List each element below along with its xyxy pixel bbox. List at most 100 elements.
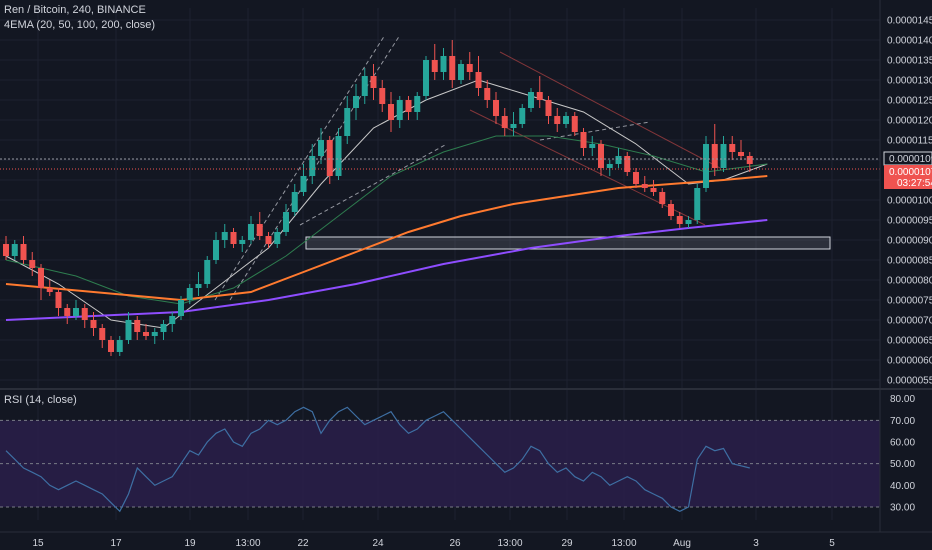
candle-body [685,220,692,224]
candle-body [484,88,491,100]
candle [116,336,123,356]
candle [685,216,692,228]
candle-body [388,104,394,120]
candle-body [641,184,648,188]
candle [108,336,114,356]
time-tick-label: 24 [372,538,384,549]
candle [405,96,412,120]
candle [274,228,281,248]
candle [545,96,552,124]
rsi-tick-label: 40.00 [890,481,915,492]
candle-body [554,116,561,124]
price-tick-label: 0.00000550 [887,376,932,387]
candle-body [370,76,377,88]
candle-body [143,332,149,336]
candle [239,236,246,252]
candle [204,256,211,288]
price-badge-last-text: 0.00001074 [889,167,932,178]
candle-body [475,72,482,88]
time-tick-label: 13:00 [611,538,636,549]
rsi-line [5,406,750,513]
candle-body [528,92,534,108]
ema-line-ema20 [5,79,768,329]
candle-body [274,232,281,244]
candle-body [283,212,289,232]
candle-body [160,324,167,332]
candle [738,140,744,160]
candle-body [563,116,569,124]
time-tick-label: Aug [673,538,691,549]
candle [73,300,79,320]
candle-body [81,308,88,320]
candle [388,92,394,132]
candle [178,296,184,320]
rsi-tick-label: 30.00 [890,503,915,514]
candle [729,136,736,160]
candle-body [46,288,53,292]
indicator-legend: 4EMA (20, 50, 100, 200, close) [4,19,156,31]
candle [606,160,613,176]
candle [361,68,368,104]
candle [528,88,534,112]
candle [326,136,333,184]
candle [195,272,202,296]
candle [186,284,193,304]
symbol-title: Ren / Bitcoin, 240, BINANCE [4,4,146,16]
time-tick-label: 19 [184,538,196,549]
candle [563,112,569,128]
candle [466,52,473,80]
rsi-title: RSI (14, close) [4,394,77,406]
candle [475,56,482,96]
candle-body [746,156,753,164]
candle [423,56,429,100]
candle-body [423,60,429,96]
candle-body [239,240,246,244]
candle-body [213,240,219,260]
candle-body [633,172,639,184]
candle-body [230,232,237,244]
candle [64,304,71,324]
candle [414,92,421,120]
candle [335,128,342,180]
ema-lines [5,79,768,329]
candle-body [3,244,9,256]
candle-body [676,216,683,224]
candle [213,232,219,264]
candle-body [440,56,447,72]
candle-body [300,176,307,192]
candle-body [466,64,473,72]
current-price-lines [0,158,880,170]
candle [370,64,377,100]
time-tick-label: 22 [297,538,309,549]
time-tick-label: 26 [449,538,461,549]
candle-body [501,116,508,128]
candle-body [668,204,674,216]
rsi-tick-label: 60.00 [890,438,915,449]
candle [746,152,753,172]
candle-body [125,320,132,340]
candle-body [151,332,158,336]
candle [431,44,438,80]
candle-body [519,108,526,124]
candle [81,304,88,328]
candle-body [510,124,517,128]
candle [668,200,674,220]
candle-body [720,144,727,168]
candle [720,136,727,172]
candle [134,316,141,340]
candle-body [361,76,368,96]
candle-body [265,236,272,244]
candle [589,136,596,156]
candle-body [414,96,421,112]
candle [510,112,517,136]
candle-body [711,144,718,168]
candle [99,324,106,348]
candle [143,324,149,340]
candle-body [90,320,97,328]
candle [676,212,683,228]
